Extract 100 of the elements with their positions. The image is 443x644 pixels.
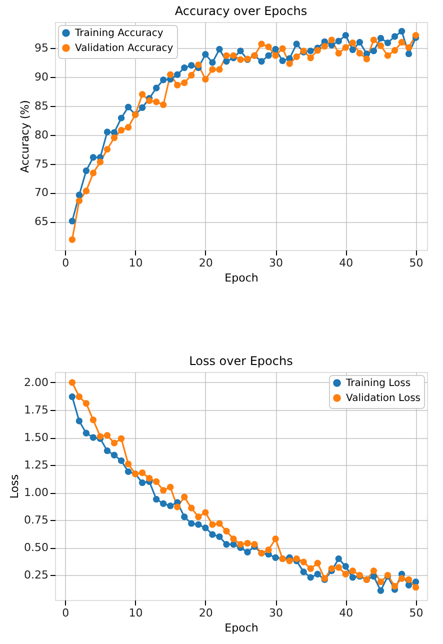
point [279, 45, 286, 52]
y-tick-label: 85 [34, 99, 48, 112]
point [76, 393, 83, 400]
point [405, 50, 412, 58]
x-tick-label: 50 [409, 256, 424, 270]
y-tick-label: 75 [34, 157, 48, 170]
point [160, 76, 167, 84]
point [286, 60, 293, 68]
point [209, 531, 216, 538]
point [110, 440, 118, 446]
y-tick-label: 1.25 [24, 458, 48, 472]
point [76, 418, 83, 424]
point [160, 487, 167, 494]
x-tick-label: 40 [339, 256, 354, 270]
point [349, 567, 356, 574]
point [216, 66, 223, 73]
point [181, 64, 188, 72]
point [216, 46, 223, 53]
point [237, 48, 244, 54]
point [202, 524, 209, 532]
point [118, 457, 125, 464]
point [335, 38, 342, 44]
point [146, 474, 153, 482]
point [230, 536, 237, 542]
point [391, 33, 398, 40]
point [342, 32, 350, 39]
point [188, 520, 195, 527]
point [104, 432, 111, 439]
x-axis-title: Epoch [224, 622, 258, 634]
chart-title: Accuracy over Epochs [174, 4, 308, 18]
x-tick-label: 50 [409, 606, 424, 620]
point [195, 513, 202, 520]
point [335, 50, 342, 57]
point [412, 584, 420, 591]
point [412, 578, 420, 586]
point [82, 188, 90, 194]
point [138, 104, 146, 111]
y-tick-label: 1.50 [24, 431, 48, 444]
point [307, 54, 314, 62]
point [104, 447, 111, 454]
point [188, 504, 195, 512]
point [202, 51, 209, 58]
point [152, 478, 160, 485]
point [265, 44, 272, 50]
y-tick-label: 1.75 [24, 404, 48, 416]
point [377, 587, 384, 594]
point [216, 520, 223, 527]
point [223, 528, 230, 535]
point [230, 541, 237, 548]
point [68, 218, 76, 224]
x-tick-label: 20 [198, 606, 213, 620]
point [328, 565, 335, 572]
point [335, 564, 342, 571]
point [342, 570, 350, 578]
point [328, 36, 335, 44]
point [244, 540, 251, 547]
point [90, 416, 97, 424]
point [202, 509, 209, 516]
point [68, 236, 76, 243]
point [293, 40, 300, 48]
point [118, 435, 125, 442]
y-tick-label: 0.75 [24, 514, 48, 527]
x-tick-label: 40 [339, 606, 354, 620]
point [202, 76, 209, 83]
point [370, 567, 378, 574]
point [405, 44, 412, 51]
y-tick-label: 1.00 [24, 486, 48, 500]
point [104, 146, 111, 153]
x-tick-label: 0 [62, 606, 70, 620]
point [68, 379, 76, 386]
point [237, 541, 244, 548]
point [138, 479, 146, 486]
point [398, 38, 406, 46]
point [188, 62, 195, 69]
point [160, 500, 167, 507]
point [342, 44, 350, 51]
y-tick-label: 0.25 [24, 568, 48, 582]
point [398, 28, 406, 35]
point [314, 570, 321, 578]
y-tick-label: 95 [34, 42, 48, 55]
point [370, 572, 378, 580]
point [272, 536, 279, 542]
point [391, 47, 398, 54]
x-axis-title: Epoch [224, 272, 258, 284]
point [370, 36, 378, 44]
point [258, 58, 265, 65]
point [272, 52, 279, 59]
point [167, 502, 174, 510]
legend-label: Validation Loss [346, 393, 420, 404]
point [258, 40, 265, 48]
point [209, 521, 216, 528]
point [124, 124, 132, 131]
point [356, 38, 364, 46]
point [90, 434, 97, 441]
point [230, 52, 237, 59]
point [412, 32, 420, 39]
point [124, 468, 132, 476]
point [244, 548, 251, 556]
y-tick-label: 80 [34, 128, 48, 142]
point [209, 59, 216, 66]
